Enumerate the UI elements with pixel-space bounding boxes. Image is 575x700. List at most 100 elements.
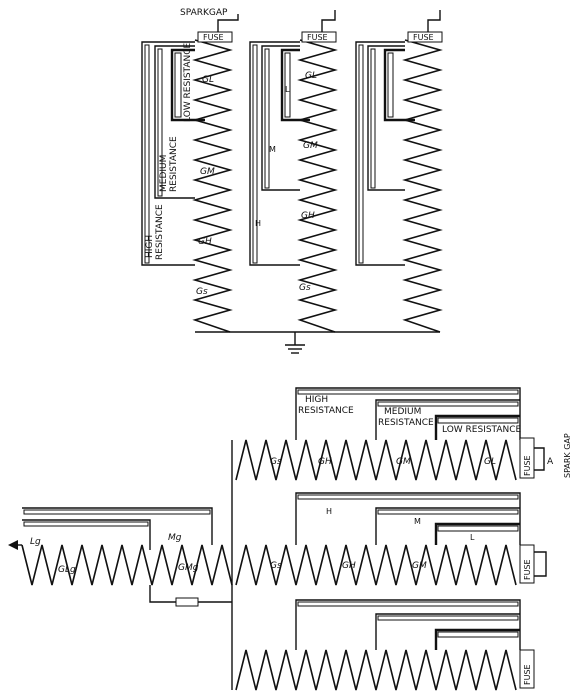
top-gap-label-gs-2: Gs: [299, 283, 311, 293]
bottom-row2-medium-resistance: [377, 509, 519, 515]
top-fuse-label-1: FUSE: [203, 33, 224, 42]
bottom-lg-resistance: [23, 509, 211, 515]
bottom-line-terminal-icon: [8, 540, 18, 550]
bottom-figure: Lg GLg Mg GMg HIGH RESISTANCE MEDIUM RES…: [8, 387, 572, 691]
top-unit3-medium-resistance: [370, 48, 376, 189]
top-unit2-medium-shunt: [261, 45, 300, 191]
bottom-row2-fuse-label: FUSE: [523, 559, 532, 580]
bottom-row1-gaps: [235, 439, 517, 481]
top-unit2-low-shunt: [280, 48, 310, 122]
bottom-high-resistance-label: RESISTANCE: [298, 406, 354, 416]
bottom-link-resistor: [175, 597, 199, 607]
bottom-label-mg: Mg: [168, 533, 182, 543]
top-unit2-high-resistance: [252, 44, 258, 264]
bottom-label-glg: GLg: [58, 565, 76, 575]
bottom-row1-low-shunt: [434, 414, 520, 440]
top-unit1-medium-shunt: [154, 45, 195, 199]
top-gap-label-gl-2: GL: [305, 71, 317, 81]
bottom-mg-resistance: [23, 521, 149, 527]
top-unit2-gaps: [297, 39, 338, 333]
bottom-row3-gaps: [235, 649, 517, 691]
bottom-row3-medium-resistance: [377, 615, 519, 621]
bottom-row1-low-resistance: [437, 417, 519, 424]
bottom-gap-label-gs-1: Gs: [270, 457, 282, 467]
top-unit1-gaps: [192, 39, 233, 333]
bottom-row3-low-resistance: [437, 631, 519, 638]
bottom-low-resistance-label: LOW RESISTANCE: [442, 425, 522, 435]
top-unit3-gaps: [402, 39, 443, 333]
bottom-gap-label-gs-2: Gs: [270, 561, 282, 571]
top-ground-icon: [285, 344, 305, 354]
bottom-row2-high-shunt: [295, 492, 521, 545]
bottom-label-gmg: GMg: [178, 563, 199, 573]
top-gap-label-gm-2: GM: [303, 141, 318, 151]
bottom-row2-low-resistance: [437, 525, 519, 532]
bottom-gap-label-gl-1: GL: [484, 457, 496, 467]
bottom-row3-high-resistance: [297, 601, 519, 607]
bottom-row1-fuse: [519, 437, 535, 479]
bottom-spark-gap-label: SPARK GAP: [563, 433, 572, 478]
top-fuse-3: [407, 31, 443, 43]
top-unit3-high-shunt: [355, 41, 405, 266]
top-unit3-medium-shunt: [367, 45, 405, 191]
bottom-line-gaps: [21, 544, 233, 586]
top-unit2-low-resistance: [284, 52, 291, 118]
top-spark-gap-2: [321, 10, 336, 32]
top-label-l: L: [285, 85, 290, 94]
bottom-gap-label-gm-1: GM: [396, 457, 411, 467]
top-figure: FUSE FUSE FUSE SPARKGAP LOW RESISTANCE M…: [141, 8, 443, 354]
top-high-label: HIGH: [145, 235, 155, 258]
top-gap-label-gh-1: GH: [198, 237, 212, 247]
top-unit3-low-resistance: [387, 52, 394, 118]
bottom-row2-medium-shunt: [375, 507, 520, 545]
top-spark-gap-1: [217, 14, 239, 32]
bottom-row2-low-shunt: [434, 522, 520, 545]
bottom-gap-label-gh-1: GH: [318, 457, 332, 467]
bottom-medium-resistance-label: RESISTANCE: [378, 418, 434, 428]
bottom-row1-medium-shunt: [375, 399, 520, 440]
top-unit3-high-resistance: [358, 44, 364, 264]
top-label-m: M: [269, 145, 276, 154]
bottom-row3-low-shunt: [434, 628, 520, 650]
bottom-label-m: M: [414, 517, 421, 526]
top-unit1-high-shunt: [141, 41, 195, 266]
bottom-label-h: H: [326, 507, 332, 516]
bottom-spark-gap-a: A: [547, 457, 554, 467]
bottom-medium-label: MEDIUM: [384, 407, 421, 417]
bottom-row1-medium-resistance: [377, 401, 519, 407]
top-gap-label-gm-1: GM: [200, 167, 215, 177]
bottom-mg-shunt: [22, 519, 151, 550]
bottom-row2-high-resistance: [297, 494, 519, 500]
bottom-row1-high-shunt: [295, 387, 521, 440]
bottom-row3-fuse: [519, 649, 535, 689]
top-fuse-2: [301, 31, 337, 43]
top-gap-label-gl-1: GL: [202, 75, 214, 85]
bottom-row1-high-resistance: [297, 389, 519, 395]
top-spark-gap-3: [427, 10, 441, 32]
bottom-high-label: HIGH: [305, 395, 328, 405]
bottom-label-l: L: [470, 533, 475, 542]
bottom-gap-label-gh-2: GH: [342, 561, 356, 571]
top-gap-label-gs-1: Gs: [196, 287, 208, 297]
bottom-link-wire-left: [149, 585, 176, 603]
top-unit1-low-resistance: [174, 52, 182, 118]
bottom-row3-high-shunt: [295, 599, 521, 650]
bottom-row2-fuse: [519, 544, 535, 584]
bottom-label-lg: Lg: [30, 537, 41, 547]
top-fuse-label-2: FUSE: [307, 33, 328, 42]
bottom-row2-gaps: [235, 544, 517, 586]
top-medium-resistance-label: RESISTANCE: [169, 136, 179, 192]
top-unit2-medium-resistance: [264, 48, 270, 189]
bottom-spark-gap: [534, 447, 545, 471]
top-spark-gap-label: SPARKGAP: [180, 8, 228, 18]
bottom-row3-medium-shunt: [375, 613, 520, 650]
bottom-row3-fuse-label: FUSE: [523, 664, 532, 685]
top-unit1-medium-resistance: [157, 48, 163, 197]
bottom-row1-fuse-label: FUSE: [523, 455, 532, 476]
top-unit3-low-shunt: [383, 48, 415, 122]
top-unit1-low-shunt: [170, 48, 205, 122]
bottom-gap-label-gm-2: GM: [412, 561, 427, 571]
top-fuse-label-3: FUSE: [413, 33, 434, 42]
top-label-h: H: [255, 219, 261, 228]
